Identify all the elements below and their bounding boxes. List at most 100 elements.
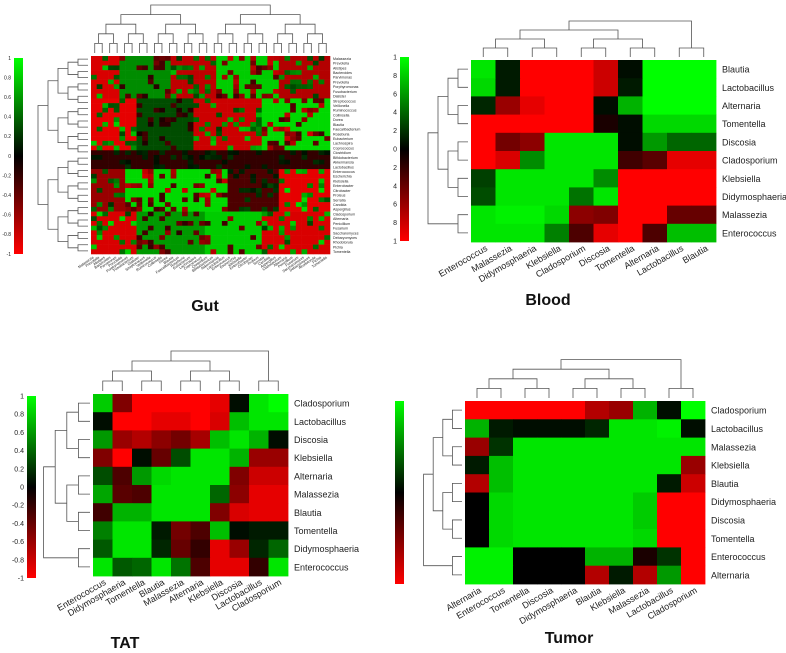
heatmap-cell (153, 221, 160, 227)
heatmap-cell (256, 93, 263, 99)
row-label: Klebsiella (722, 174, 761, 184)
heatmap-cell (585, 401, 610, 420)
heatmap-cell (273, 197, 280, 203)
heatmap-cell (284, 60, 291, 66)
heatmap-cell (221, 126, 228, 132)
heatmap-cell (187, 192, 194, 198)
heatmap-cell (221, 164, 228, 170)
heatmap-cell (324, 183, 331, 189)
heatmap-cell (284, 112, 291, 118)
heatmap-cell (108, 197, 115, 203)
heatmap-cell (164, 65, 171, 71)
heatmap-cell (667, 114, 692, 134)
col-label: Blautia (681, 243, 710, 265)
heatmap-cell (153, 122, 160, 128)
col-label: Alistipes (93, 255, 106, 266)
heatmap-cell (112, 539, 133, 559)
heatmap-cell (295, 188, 302, 194)
heatmap-cell (537, 455, 562, 475)
heatmap-cell (495, 132, 521, 152)
heatmap-cell (324, 155, 331, 161)
heatmap-cell (113, 197, 120, 203)
heatmap-cell (233, 197, 240, 203)
heatmap-cell (108, 126, 115, 132)
heatmap-cell (312, 235, 319, 241)
heatmap-cell (102, 192, 109, 198)
heatmap-cell (159, 56, 166, 62)
heatmap-cell (301, 221, 308, 227)
heatmap-cell (199, 178, 206, 184)
heatmap-cell (290, 230, 297, 236)
heatmap-cell (130, 145, 137, 151)
colorbar-tick-label: 0.4 (14, 448, 24, 455)
heatmap-cell (193, 122, 200, 128)
heatmap-cell (312, 159, 319, 165)
heatmap-cell (159, 202, 166, 208)
heatmap-cell (147, 65, 154, 71)
heatmap-cell (151, 503, 172, 522)
heatmap-cell (210, 503, 230, 522)
heatmap-cell (204, 103, 211, 109)
heatmap-cell (96, 140, 103, 146)
heatmap-cell (159, 89, 166, 95)
heatmap-cell (273, 169, 280, 175)
heatmap-cell (250, 235, 257, 241)
heatmap-cell (691, 96, 717, 115)
heatmap-cell (307, 107, 314, 113)
heatmap-cell (301, 235, 308, 241)
heatmap-cell (182, 164, 189, 170)
heatmap-cell (182, 136, 189, 142)
heatmap-cell (233, 107, 240, 113)
heatmap-cell (96, 169, 103, 175)
colorbar-tick-label: 0.4 (393, 110, 397, 117)
heatmap-cell (153, 211, 160, 217)
heatmap-cell (633, 510, 658, 530)
heatmap-cell (691, 78, 717, 97)
heatmap-cell (108, 178, 115, 184)
heatmap-cell (284, 74, 291, 80)
heatmap-cell (91, 122, 97, 128)
heatmap-cell (238, 188, 245, 194)
heatmap-cell (159, 197, 166, 203)
heatmap-cell (233, 60, 240, 66)
row-label: Cladosporium (333, 212, 355, 216)
heatmap-cell (312, 150, 319, 156)
heatmap-cell (513, 474, 538, 493)
heatmap-cell (250, 183, 257, 189)
heatmap-cell (108, 70, 115, 76)
heatmap-cell (182, 126, 189, 132)
heatmap-cell (633, 474, 658, 493)
heatmap-cell (176, 122, 183, 128)
heatmap-cell (91, 202, 97, 208)
heatmap-cell (130, 239, 137, 245)
heatmap-cell (108, 211, 115, 217)
heatmap-cell (159, 216, 166, 222)
heatmap-cell (250, 70, 257, 76)
heatmap-cell (312, 173, 319, 179)
heatmap-cell (187, 169, 194, 175)
heatmap-cell (164, 131, 171, 137)
heatmap-cell (147, 103, 154, 109)
heatmap-cell (318, 84, 325, 90)
heatmap-cell (96, 70, 103, 76)
heatmap-cell (273, 150, 280, 156)
heatmap-cell (96, 56, 103, 62)
heatmap-cell (96, 225, 103, 231)
heatmap-cell (290, 131, 297, 137)
heatmap-cell (284, 192, 291, 198)
heatmap-cell (284, 197, 291, 203)
heatmap-cell (96, 117, 103, 123)
heatmap-cell (102, 136, 109, 142)
heatmap-cell (295, 89, 302, 95)
row-label: Tomentella (711, 534, 755, 544)
colorbar-tick-label: -0.6 (393, 202, 397, 209)
heatmap-cell (295, 216, 302, 222)
heatmap-cell (312, 98, 319, 104)
heatmap-cell (130, 202, 137, 208)
heatmap-cell (284, 93, 291, 99)
heatmap-cell (159, 225, 166, 231)
heatmap-cell (108, 98, 115, 104)
heatmap-cell (176, 197, 183, 203)
heatmap-cell (273, 79, 280, 85)
heatmap-cell (153, 192, 160, 198)
